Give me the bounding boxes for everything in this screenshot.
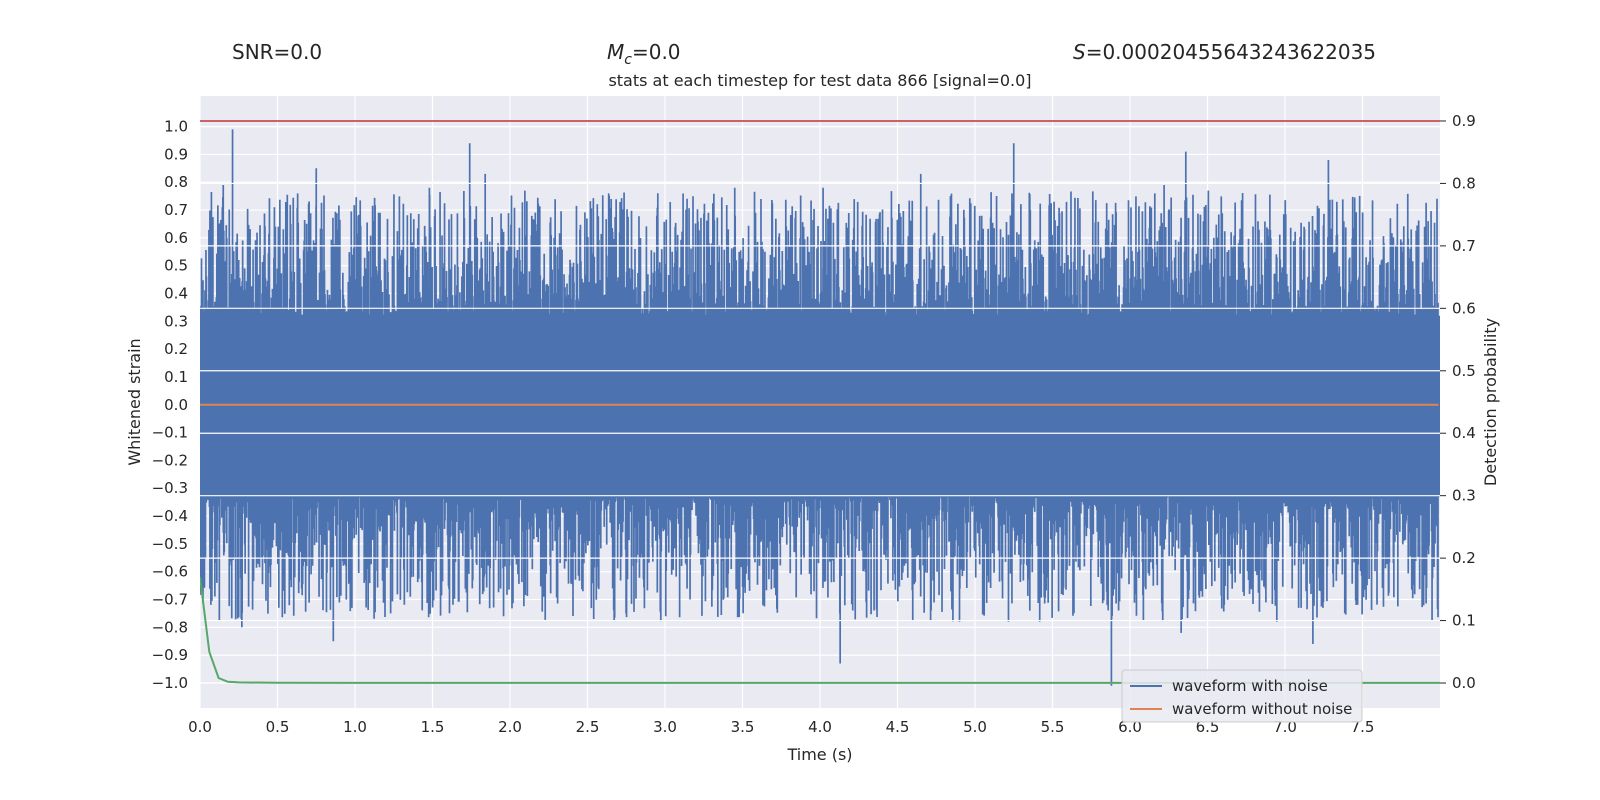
chart-title: stats at each timestep for test data 866… <box>608 71 1032 90</box>
y-tick-label: −0.6 <box>152 563 188 581</box>
x-tick-label: 4.5 <box>886 718 910 736</box>
y2-tick-label: 0.4 <box>1452 424 1476 442</box>
legend: waveform with noise waveform without nois… <box>1121 669 1363 723</box>
y-tick-label: −0.5 <box>152 535 188 553</box>
legend-box <box>1121 669 1363 723</box>
y-tick-label: −0.3 <box>152 479 188 497</box>
s-statistic-label: S=0.00020455643243622035 <box>1073 40 1376 64</box>
y-tick-label: −0.4 <box>152 507 188 525</box>
x-tick-label: 0.0 <box>188 718 212 736</box>
chirp-mass-label: Mc=0.0 <box>607 40 681 68</box>
mc-value: =0.0 <box>631 40 681 64</box>
y2-tick-label: 0.1 <box>1452 612 1476 630</box>
mc-subscript: c <box>624 52 632 68</box>
y-tick-label: −0.7 <box>152 591 188 609</box>
y-tick-label: 0.4 <box>164 285 188 303</box>
y-tick-label: −0.8 <box>152 618 188 636</box>
y-tick-label: 0.7 <box>164 201 188 219</box>
detection-probability-line <box>200 576 1440 684</box>
x-tick-label: 3.5 <box>731 718 755 736</box>
s-symbol: S <box>1073 40 1086 64</box>
y2-tick-label: 0.8 <box>1452 174 1476 192</box>
x-axis-ticks: 0.0 0.5 1.0 1.5 2.0 2.5 3.0 3.5 4.0 4.5 5.0 5.5 6.0 6… <box>188 718 1374 736</box>
y-tick-label: 0.9 <box>164 145 188 163</box>
x-tick-label: 1.5 <box>421 718 445 736</box>
series-waveform-with-noise <box>200 129 1440 686</box>
y-tick-label: −1.0 <box>152 674 188 692</box>
y-tick-label: 0.1 <box>164 368 188 386</box>
x-tick-label: 0.5 <box>266 718 290 736</box>
y-tick-label: 0.5 <box>164 257 188 275</box>
y-tick-label: −0.1 <box>152 424 188 442</box>
x-tick-label: 5.0 <box>963 718 987 736</box>
y2-tick-label: 0.0 <box>1452 674 1476 692</box>
x-tick-label: 3.0 <box>653 718 677 736</box>
x-tick-label: 2.5 <box>576 718 600 736</box>
y2-tick-label: 0.9 <box>1452 112 1476 130</box>
y-axis-ticks: 1.0 0.9 0.8 0.7 0.6 0.5 0.4 0.3 0.2 0.1 0.0 −0.1 −0.… <box>152 118 188 692</box>
y2-tick-label: 0.3 <box>1452 487 1476 505</box>
waveform-with-noise-band <box>200 315 1440 497</box>
y-tick-label: 0.8 <box>164 173 188 191</box>
legend-entry: waveform without noise <box>1172 700 1352 718</box>
y-tick-label: 0.2 <box>164 340 188 358</box>
y2-axis-label: Detection probability <box>1481 318 1500 486</box>
snr-label: SNR=0.0 <box>232 40 323 64</box>
y-tick-label: 0.6 <box>164 229 188 247</box>
y-tick-label: −0.2 <box>152 451 188 469</box>
x-tick-label: 5.5 <box>1041 718 1065 736</box>
x-tick-label: 4.0 <box>808 718 832 736</box>
y2-tick-label: 0.6 <box>1452 299 1476 317</box>
y2-axis-ticks: 0.9 0.8 0.7 0.6 0.5 0.4 0.3 0.2 0.1 0.0 <box>1440 112 1476 692</box>
x-tick-label: 2.0 <box>498 718 522 736</box>
x-axis-label: Time (s) <box>786 745 852 764</box>
y-tick-label: 0.3 <box>164 312 188 330</box>
y2-tick-label: 0.5 <box>1452 362 1476 380</box>
plot-area <box>200 120 1440 686</box>
x-tick-label: 1.0 <box>343 718 367 736</box>
s-value: =0.00020455643243622035 <box>1085 40 1377 64</box>
legend-entry: waveform with noise <box>1172 677 1328 695</box>
y-axis-label: Whitened strain <box>125 338 144 465</box>
y2-tick-label: 0.2 <box>1452 549 1476 567</box>
y-tick-label: −0.9 <box>152 646 188 664</box>
other-series <box>200 120 1440 684</box>
mc-symbol: M <box>607 40 625 64</box>
y-tick-label: 1.0 <box>164 118 188 136</box>
y-tick-label: 0.0 <box>164 396 188 414</box>
y2-tick-label: 0.7 <box>1452 237 1476 255</box>
